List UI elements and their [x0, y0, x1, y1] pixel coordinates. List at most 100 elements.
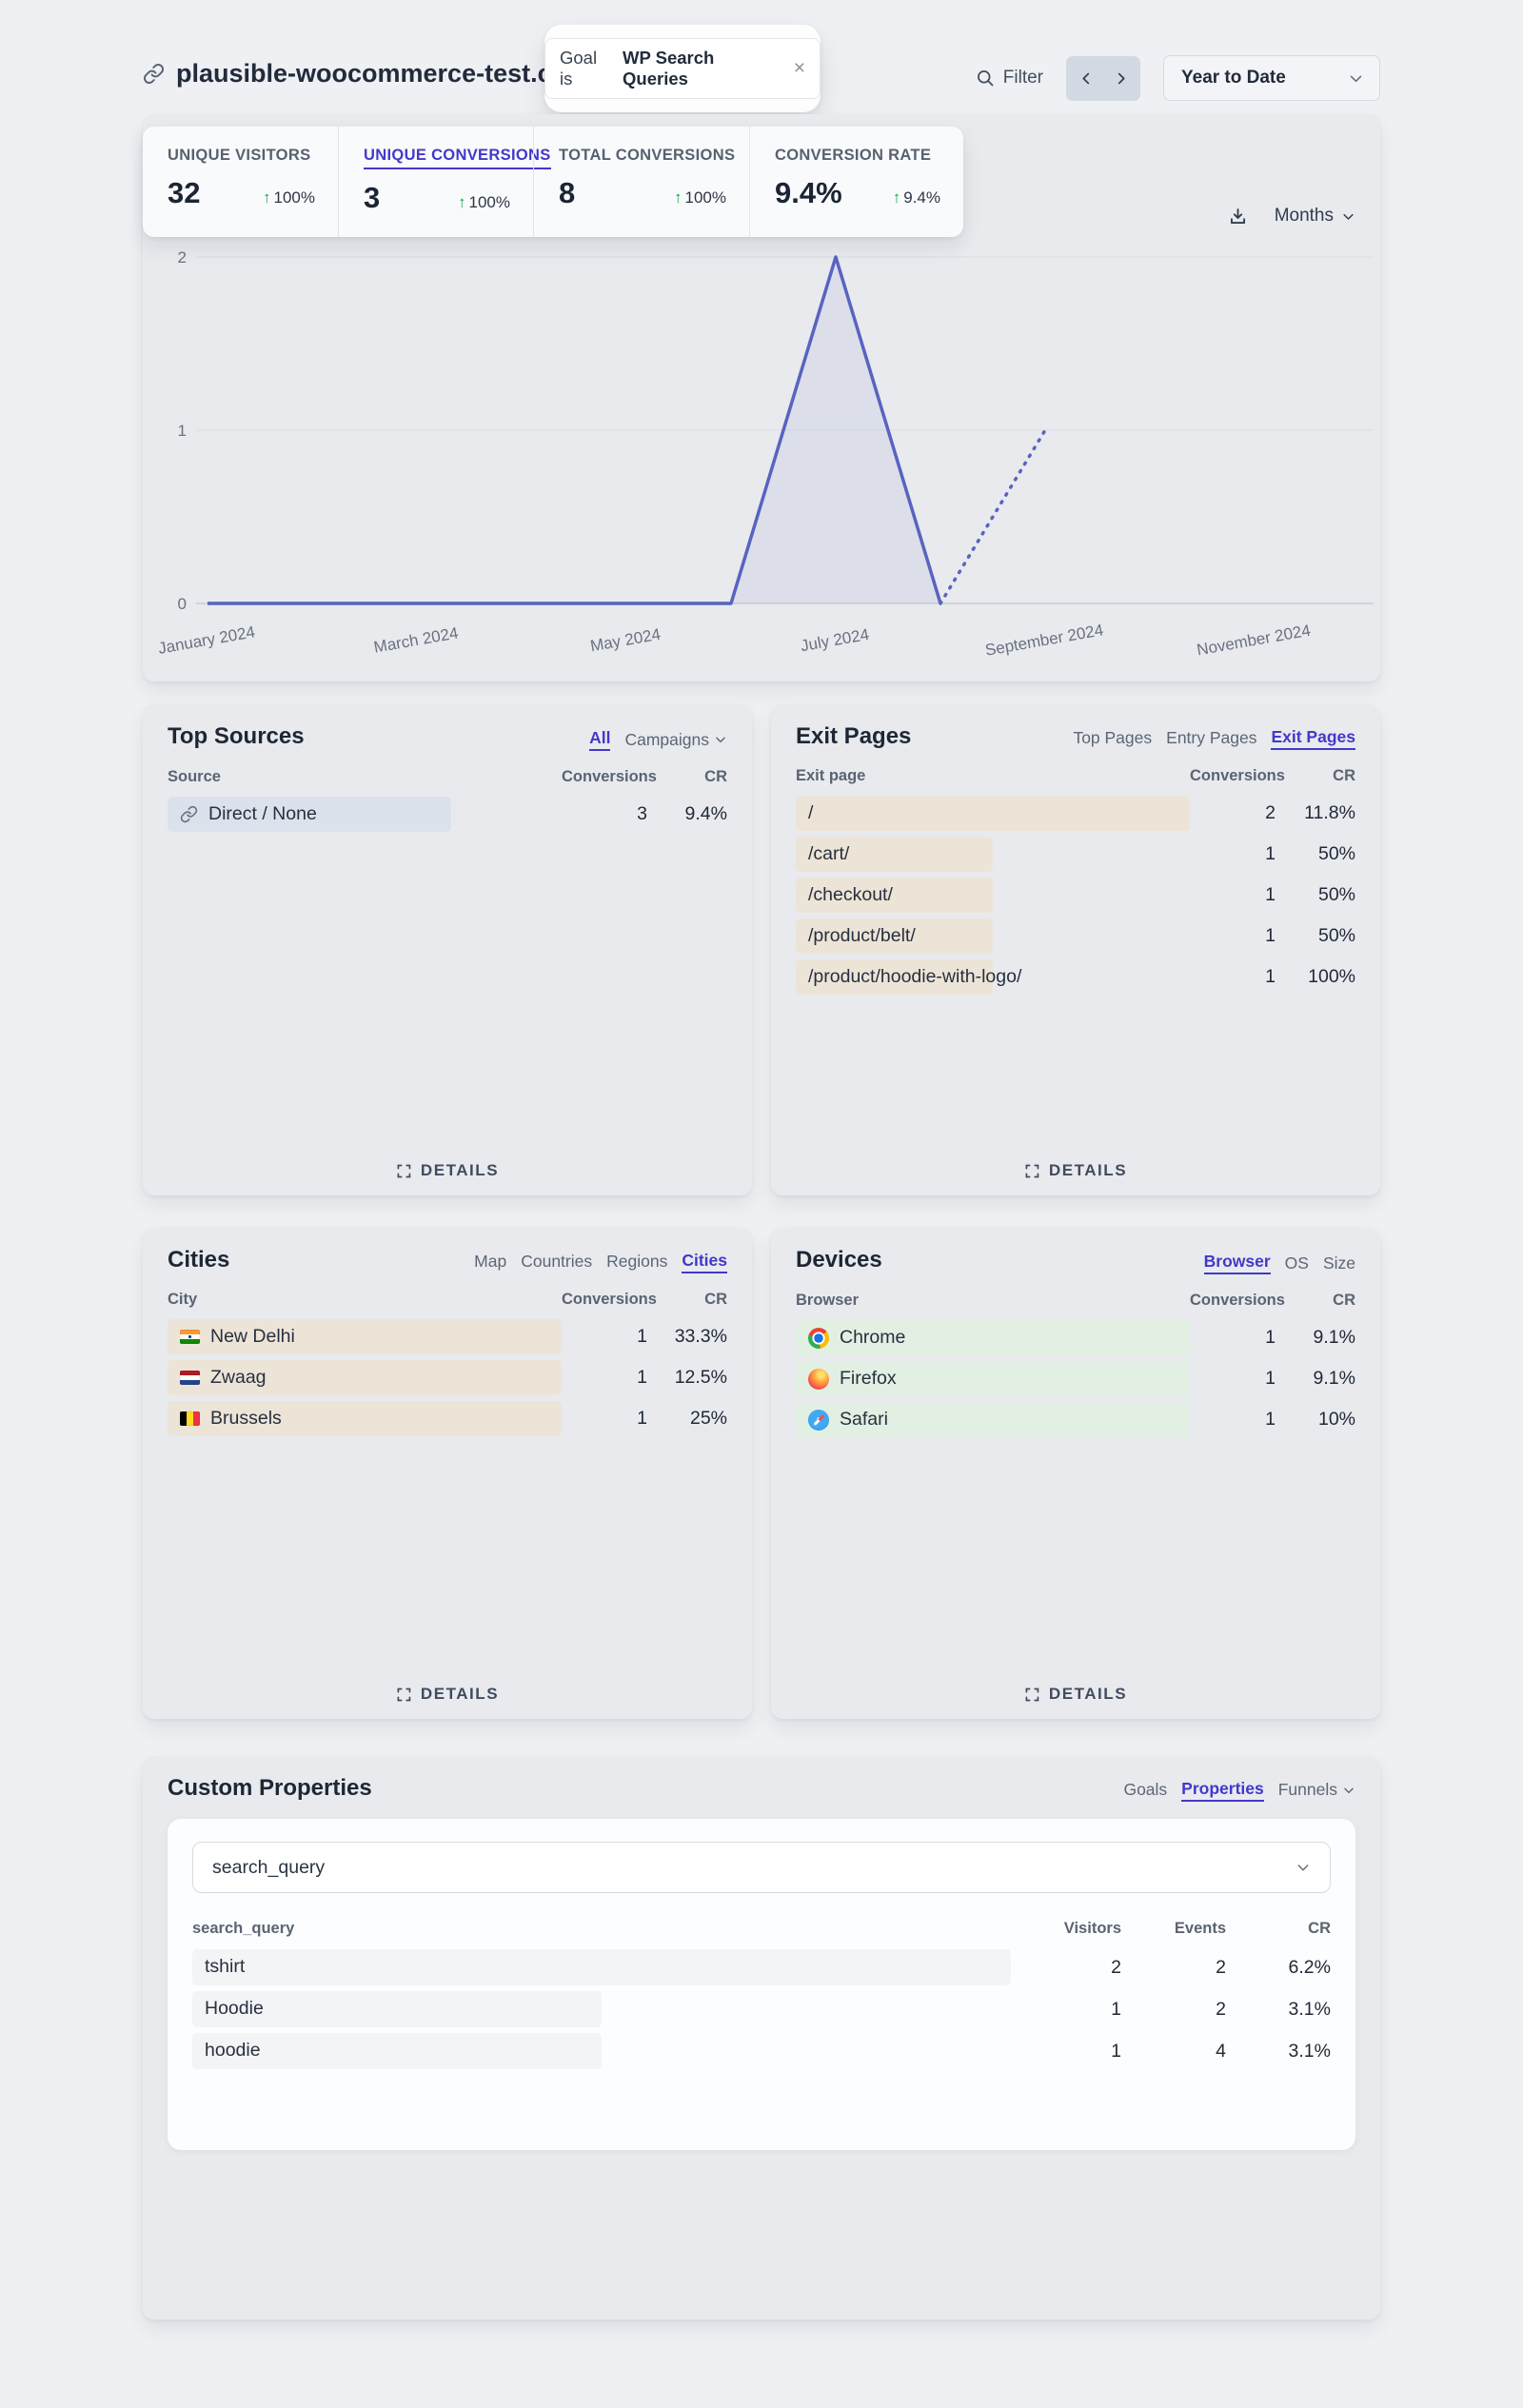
city-cr: 33.3% [674, 1326, 727, 1347]
svg-text:May 2024: May 2024 [589, 625, 663, 656]
panel-title: Cities [168, 1247, 230, 1273]
details-button[interactable]: DETAILS [1024, 1161, 1127, 1180]
browser-cr: 9.1% [1313, 1327, 1355, 1348]
property-select[interactable]: search_query [192, 1842, 1331, 1893]
source-row[interactable]: Direct / None 3 9.4% [168, 797, 727, 832]
chevron-right-icon[interactable] [1106, 59, 1135, 97]
property-row[interactable]: tshirt 2 2 6.2% [192, 1949, 1331, 1985]
top-sources-panel: Top Sources All Campaigns Source Convers… [143, 704, 752, 1195]
stat-label: TOTAL CONVERSIONS [559, 147, 736, 164]
tab-campaigns[interactable]: Campaigns [624, 730, 727, 750]
interval-select[interactable]: Months [1275, 206, 1355, 227]
city-row[interactable]: Zwaag 1 12.5% [168, 1360, 727, 1395]
property-row[interactable]: Hoodie 1 2 3.1% [192, 1991, 1331, 2027]
browser-name: Firefox [840, 1368, 897, 1389]
exit-page-row[interactable]: / 2 11.8% [796, 796, 1355, 831]
browser-row[interactable]: Chrome 1 9.1% [796, 1320, 1355, 1355]
tab-countries[interactable]: Countries [521, 1252, 593, 1271]
tab-cities[interactable]: Cities [682, 1251, 727, 1273]
browser-row[interactable]: Safari 1 10% [796, 1402, 1355, 1437]
page-cr: 50% [1317, 884, 1355, 905]
chevron-left-icon[interactable] [1072, 59, 1100, 97]
details-button[interactable]: DETAILS [396, 1161, 499, 1180]
filter-button-label: Filter [1002, 68, 1043, 88]
applied-filter-card: Goal is WP Search Queries × [544, 25, 821, 112]
property-row[interactable]: hoodie 1 4 3.1% [192, 2033, 1331, 2069]
browser-cr: 9.1% [1313, 1368, 1355, 1389]
city-name: New Delhi [210, 1326, 295, 1347]
site-title[interactable]: plausible-woocommerce-test.com [176, 59, 591, 88]
tab-map[interactable]: Map [474, 1252, 507, 1271]
stat-unique-visitors[interactable]: UNIQUE VISITORS 32 ↑ 100% [143, 127, 338, 237]
city-conversions: 1 [637, 1408, 647, 1429]
page-conversions: 1 [1265, 925, 1276, 946]
tab-properties[interactable]: Properties [1181, 1779, 1264, 1802]
page-cr: 11.8% [1304, 802, 1355, 823]
details-button[interactable]: DETAILS [396, 1685, 499, 1704]
page-cr: 50% [1317, 843, 1355, 864]
tab-all[interactable]: All [589, 728, 611, 751]
property-visitors: 1 [1111, 1998, 1121, 2020]
col-conversions: Conversions [1190, 1292, 1285, 1309]
date-range-label: Year to Date [1181, 68, 1286, 88]
property-value: tshirt [205, 1956, 246, 1977]
chevron-down-icon [1343, 213, 1354, 220]
tab-goals[interactable]: Goals [1123, 1780, 1168, 1799]
filter-button[interactable]: Filter [976, 68, 1043, 89]
col-conversions: Conversions [562, 1291, 657, 1308]
details-button[interactable]: DETAILS [1024, 1685, 1127, 1704]
stat-unique-conversions[interactable]: UNIQUE CONVERSIONS 3 ↑ 100% [338, 127, 551, 237]
page-cr: 50% [1317, 925, 1355, 946]
custom-properties-panel: Custom Properties Goals Properties Funne… [143, 1756, 1380, 2319]
page-conversions: 1 [1265, 884, 1276, 905]
browser-cr: 10% [1317, 1409, 1355, 1430]
close-icon[interactable]: × [793, 57, 805, 79]
city-row[interactable]: New Delhi 1 33.3% [168, 1319, 727, 1354]
tab-entry-pages[interactable]: Entry Pages [1166, 728, 1257, 747]
property-cr: 6.2% [1288, 1956, 1331, 1978]
goal-filter-pill[interactable]: Goal is WP Search Queries × [544, 38, 821, 99]
svg-text:2: 2 [178, 248, 187, 266]
stat-conversion-rate[interactable]: CONVERSION RATE 9.4% ↑ 9.4% [749, 127, 963, 237]
cities-panel: Cities Map Countries Regions Cities City… [143, 1228, 752, 1719]
expand-icon [1025, 1688, 1039, 1701]
stat-total-conversions[interactable]: TOTAL CONVERSIONS 8 ↑ 100% [533, 127, 749, 237]
tab-regions[interactable]: Regions [606, 1252, 668, 1271]
details-label: DETAILS [1048, 1161, 1128, 1179]
col-city: City [168, 1291, 198, 1308]
city-cr: 25% [689, 1408, 727, 1429]
page-path: /product/belt/ [808, 925, 916, 946]
page-conversions: 2 [1265, 802, 1276, 823]
date-range-select[interactable]: Year to Date [1163, 55, 1380, 101]
tab-browser[interactable]: Browser [1203, 1252, 1271, 1274]
conversions-line-chart[interactable]: 0 1 2 January 2024 March 2024 May 2024 July 20… [150, 228, 1374, 676]
up-arrow-icon: ↑ [674, 188, 682, 207]
source-name: Direct / None [208, 803, 317, 824]
up-arrow-icon: ↑ [892, 188, 901, 207]
stat-label-active: UNIQUE CONVERSIONS [364, 147, 551, 169]
tab-exit-pages[interactable]: Exit Pages [1271, 727, 1355, 750]
exit-page-row[interactable]: /product/belt/ 1 50% [796, 918, 1355, 954]
col-search-query: search_query [192, 1920, 295, 1937]
tab-funnels[interactable]: Funnels [1278, 1780, 1355, 1800]
tab-top-pages[interactable]: Top Pages [1073, 728, 1153, 747]
tab-os[interactable]: OS [1284, 1253, 1309, 1273]
graph-controls: Months [1228, 206, 1355, 227]
browser-row[interactable]: Firefox 1 9.1% [796, 1361, 1355, 1396]
stat-value: 9.4% [775, 176, 842, 209]
exit-page-row[interactable]: /cart/ 1 50% [796, 837, 1355, 872]
col-browser: Browser [796, 1292, 860, 1309]
expand-icon [397, 1164, 411, 1177]
exit-page-row[interactable]: /product/hoodie-with-logo/ 1 100% [796, 959, 1355, 995]
stat-delta: 100% [273, 188, 315, 207]
up-arrow-icon: ↑ [263, 188, 271, 207]
city-cr: 12.5% [674, 1367, 727, 1388]
property-cr: 3.1% [1288, 2040, 1331, 2062]
download-icon[interactable] [1228, 207, 1248, 227]
panel-title: Devices [796, 1247, 882, 1273]
belgium-flag-icon [180, 1411, 200, 1426]
tab-size[interactable]: Size [1322, 1253, 1355, 1273]
col-cr: CR [1333, 767, 1355, 784]
exit-page-row[interactable]: /checkout/ 1 50% [796, 878, 1355, 913]
city-row[interactable]: Brussels 1 25% [168, 1401, 727, 1436]
